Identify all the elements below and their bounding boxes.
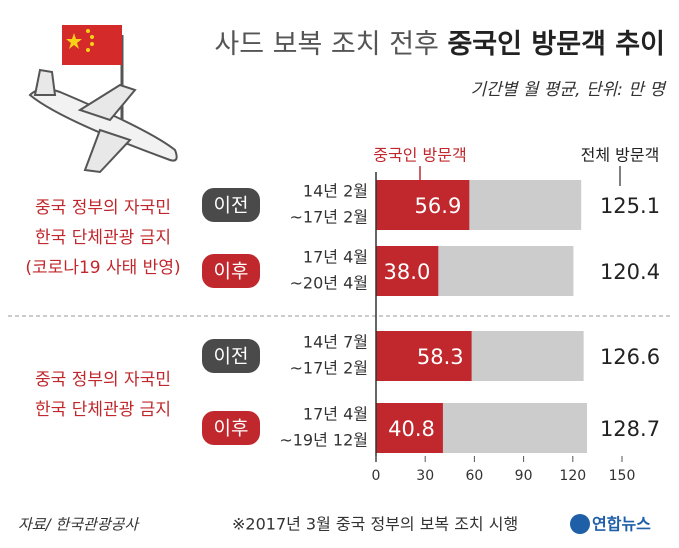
x-tick-label: 90 bbox=[515, 468, 533, 484]
chart-title: 사드 보복 조치 전후 중국인 방문객 추이 bbox=[214, 29, 665, 60]
category-label: ~17년 2월 bbox=[290, 208, 368, 227]
category-label: 14년 7월 bbox=[303, 333, 368, 352]
group-label: 한국 단체관광 금지 bbox=[35, 228, 171, 248]
category-label: ~20년 4월 bbox=[290, 274, 368, 293]
total-label: 126.6 bbox=[600, 345, 660, 369]
group-label: 한국 단체관광 금지 bbox=[35, 400, 171, 420]
bar-chinese bbox=[376, 246, 439, 296]
category-label: 17년 4월 bbox=[303, 248, 368, 267]
bar-chinese bbox=[376, 331, 472, 381]
category-label: 14년 2월 bbox=[303, 182, 368, 201]
category-label: ~19년 12월 bbox=[279, 431, 368, 450]
legend-label: 중국인 방문객 bbox=[373, 146, 466, 165]
category-label: ~17년 2월 bbox=[290, 359, 368, 378]
bar-chinese bbox=[376, 180, 470, 230]
x-tick-label: 30 bbox=[416, 468, 434, 484]
phase-tag bbox=[202, 188, 260, 222]
group-label: 중국 정부의 자국민 bbox=[35, 370, 171, 390]
phase-tag bbox=[202, 411, 260, 445]
phase-label: 이전 bbox=[214, 195, 249, 217]
bar-chinese bbox=[376, 403, 443, 453]
x-tick-label: 120 bbox=[559, 468, 586, 484]
category-label: 17년 4월 bbox=[303, 405, 368, 424]
subtitle: 기간별 월 평균, 단위: 만 명 bbox=[470, 80, 667, 100]
group-label: (코로나19 사태 반영) bbox=[25, 258, 180, 278]
value-label: 38.0 bbox=[384, 260, 431, 284]
total-label: 120.4 bbox=[600, 260, 660, 284]
title-plain: 사드 보복 조치 전후 bbox=[214, 29, 438, 60]
value-label: 58.3 bbox=[417, 345, 464, 369]
total-label: 128.7 bbox=[600, 417, 660, 441]
phase-label: 이후 bbox=[214, 418, 249, 440]
value-label: 56.9 bbox=[415, 194, 462, 218]
source: 자료/ 한국관광공사 bbox=[18, 516, 140, 534]
group-label: 중국 정부의 자국민 bbox=[35, 198, 171, 218]
total-label: 125.1 bbox=[600, 194, 660, 218]
phase-label: 이후 bbox=[214, 261, 249, 283]
logo-icon bbox=[570, 514, 590, 534]
phase-tag bbox=[202, 254, 260, 288]
illustration bbox=[28, 25, 178, 174]
x-tick-label: 150 bbox=[609, 468, 636, 484]
value-label: 40.8 bbox=[388, 417, 435, 441]
note: ※2017년 3월 중국 정부의 보복 조치 시행 bbox=[232, 515, 518, 534]
logo: 연합뉴스 bbox=[592, 515, 651, 534]
legend-label: 전체 방문객 bbox=[581, 146, 660, 165]
title-bold: 중국인 방문객 추이 bbox=[447, 29, 665, 60]
x-tick-label: 0 bbox=[372, 468, 381, 484]
phase-label: 이전 bbox=[214, 346, 249, 368]
x-tick-label: 60 bbox=[465, 468, 483, 484]
phase-tag bbox=[202, 339, 260, 373]
